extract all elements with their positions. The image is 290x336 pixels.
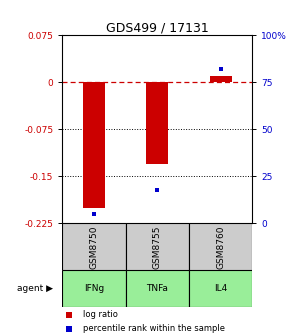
Bar	[189, 270, 252, 307]
Text: GSM8760: GSM8760	[216, 225, 225, 269]
Text: TNFa: TNFa	[146, 285, 168, 293]
Title: GDS499 / 17131: GDS499 / 17131	[106, 21, 209, 34]
Bar	[62, 223, 126, 270]
Text: GSM8755: GSM8755	[153, 225, 162, 269]
Bar	[62, 270, 126, 307]
Bar	[189, 223, 252, 270]
Text: IL4: IL4	[214, 285, 227, 293]
Bar	[126, 223, 189, 270]
Text: IFNg: IFNg	[84, 285, 104, 293]
Text: agent ▶: agent ▶	[17, 285, 53, 293]
Bar	[210, 76, 232, 82]
Bar	[83, 82, 105, 208]
Text: log ratio: log ratio	[83, 310, 117, 319]
Text: GSM8750: GSM8750	[90, 225, 99, 269]
Bar	[146, 82, 168, 164]
Text: percentile rank within the sample: percentile rank within the sample	[83, 324, 224, 333]
Bar	[126, 270, 189, 307]
